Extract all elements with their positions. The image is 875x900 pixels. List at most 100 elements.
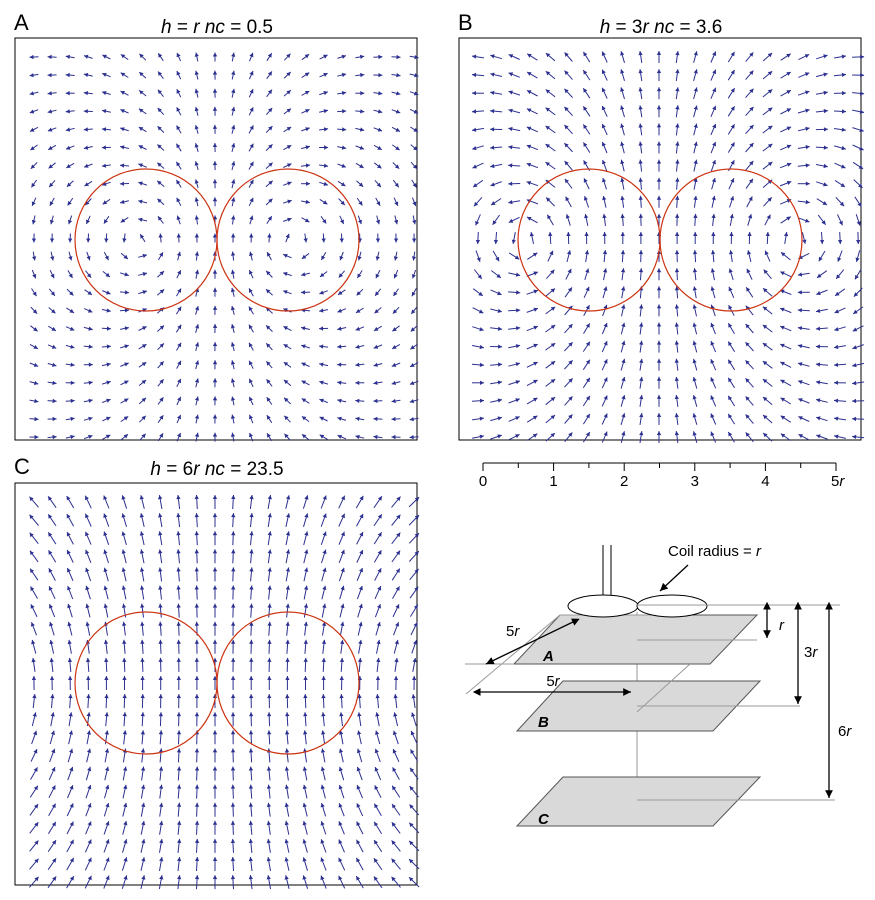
- field-vector-head: [545, 144, 550, 149]
- field-vector-head: [860, 73, 865, 78]
- field-vector-head: [602, 232, 607, 236]
- field-vector-head: [267, 712, 272, 717]
- field-vector-head: [319, 416, 325, 421]
- field-vector-head: [355, 344, 360, 349]
- field-vector-head: [66, 532, 71, 537]
- field-vector-head: [476, 257, 481, 262]
- field-vector-head: [412, 238, 417, 243]
- field-vector-head: [412, 164, 418, 169]
- field-vector-head: [176, 52, 181, 58]
- field-vector-head: [159, 415, 164, 420]
- field-vector-head: [142, 253, 147, 258]
- field-vector-head: [176, 748, 182, 753]
- field-vector-head: [157, 198, 162, 203]
- field-vector-head: [377, 164, 382, 169]
- field-vector-head: [357, 730, 362, 735]
- field-vector-head: [83, 127, 88, 132]
- field-vector-head: [194, 269, 200, 275]
- field-vector-head: [823, 54, 828, 59]
- field-vector-head: [141, 784, 146, 789]
- field-vector-head: [638, 87, 643, 92]
- field-vector-head: [267, 216, 272, 221]
- field-vector-head: [159, 857, 164, 862]
- field-vector-head: [584, 214, 589, 219]
- field-vector-head: [492, 220, 497, 225]
- field-vector-head: [490, 163, 495, 169]
- field-vector-head: [120, 91, 125, 95]
- field-vector-head: [67, 639, 72, 645]
- field-vector-head: [268, 162, 273, 167]
- field-vector-head: [780, 343, 785, 348]
- field-vector-head: [545, 162, 550, 167]
- field-vector-head: [267, 495, 272, 500]
- field-vector-head: [639, 395, 644, 400]
- field-vector-head: [393, 694, 398, 699]
- field-vector-head: [159, 397, 164, 402]
- field-vector-head: [195, 342, 200, 347]
- field-vector-head: [124, 344, 129, 349]
- field-vector-head: [396, 91, 401, 96]
- field-vector-head: [711, 178, 716, 183]
- field-vector-head: [375, 291, 380, 296]
- field-vector-head: [177, 875, 182, 880]
- field-vector-head: [212, 106, 218, 111]
- field-vector-head: [375, 238, 381, 243]
- field-vector-head: [359, 54, 365, 59]
- field-vector-head: [158, 531, 163, 536]
- field-vector-head: [340, 219, 344, 224]
- field-vector-head: [248, 766, 254, 771]
- field-vector-head: [212, 197, 218, 202]
- field-vector-head: [65, 54, 70, 59]
- field-vector-head: [585, 286, 590, 292]
- field-vector-head: [176, 549, 181, 554]
- field-vector-head: [834, 398, 839, 403]
- field-vector-head: [33, 785, 38, 791]
- field-vector-head: [231, 70, 236, 75]
- field-vector-head: [373, 344, 379, 349]
- field-vector-head: [339, 255, 344, 261]
- field-vector-head: [47, 54, 52, 60]
- field-vector-head: [284, 875, 289, 880]
- field-vector-head: [51, 326, 56, 331]
- field-vector-head: [568, 324, 573, 329]
- field-vector-head: [141, 875, 146, 880]
- field-vector-head: [852, 380, 857, 386]
- field-vector-head: [822, 201, 827, 205]
- field-vector-head: [230, 875, 236, 880]
- field-vector-head: [267, 567, 272, 572]
- field-vector-head: [85, 657, 91, 662]
- field-vector-head: [104, 730, 109, 735]
- field-vector-head: [249, 52, 254, 58]
- field-vector-head: [140, 712, 145, 717]
- field-vector-head: [550, 397, 556, 402]
- field-vector-head: [533, 343, 538, 348]
- field-vector-head: [158, 216, 163, 221]
- field-vector-head: [620, 69, 625, 74]
- field-vector-head: [472, 109, 477, 114]
- field-vector-head: [745, 360, 750, 365]
- field-vector-head: [805, 126, 810, 131]
- field-vector-head: [158, 766, 164, 771]
- field-vector-head: [656, 159, 662, 164]
- field-vector-head: [674, 286, 680, 291]
- field-vector-head: [70, 416, 75, 421]
- field-vector-head: [122, 676, 127, 680]
- field-vector-head: [508, 72, 514, 77]
- field-vector-head: [797, 272, 803, 277]
- field-vector-head: [712, 123, 717, 129]
- field-vector-head: [212, 621, 218, 626]
- field-vector-head: [159, 433, 164, 438]
- field-vector-head: [762, 343, 768, 348]
- field-vector-head: [52, 398, 57, 404]
- field-vector-head: [375, 694, 380, 699]
- field-vector-head: [410, 327, 416, 332]
- field-vector-head: [248, 748, 254, 753]
- field-vector-head: [656, 358, 662, 363]
- field-vector-head: [212, 88, 218, 93]
- field-vector-head: [231, 621, 236, 626]
- field-vector-head: [249, 215, 254, 220]
- field-vector-head: [320, 875, 325, 881]
- field-vector-head: [33, 767, 38, 772]
- field-vector-head: [490, 54, 495, 59]
- field-vector-head: [620, 195, 625, 201]
